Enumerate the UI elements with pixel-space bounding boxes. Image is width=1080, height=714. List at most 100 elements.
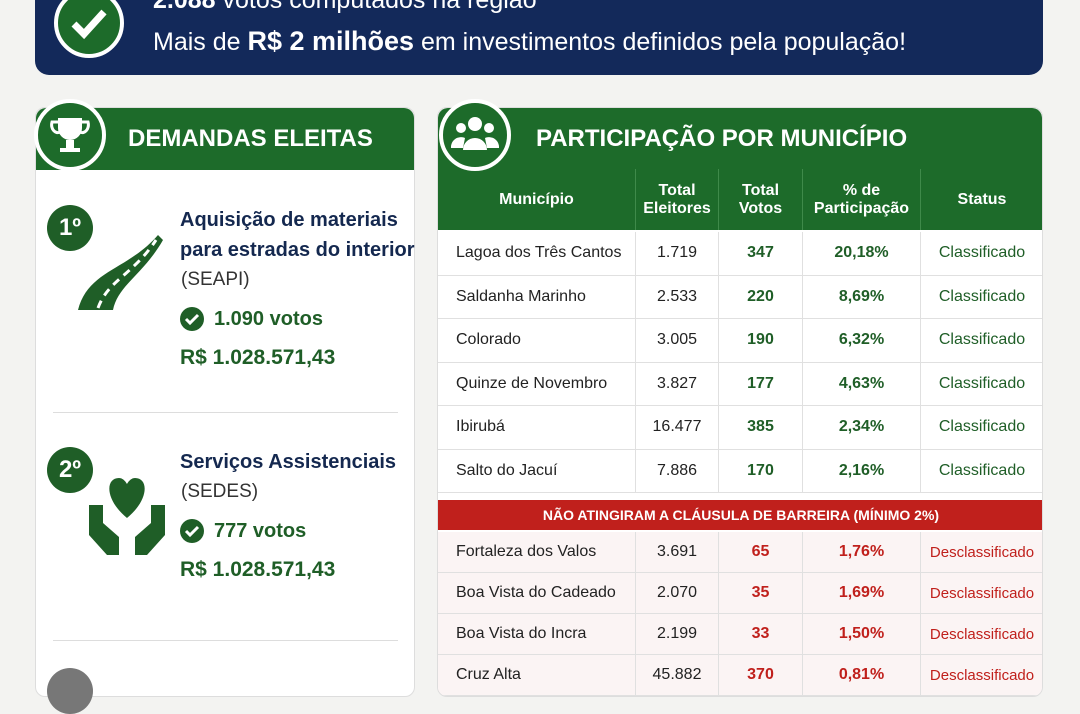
vote-check	[180, 307, 204, 331]
table-cell: 2.199	[636, 614, 719, 655]
rank-badge: 1º	[47, 205, 93, 251]
column-header-text: Participação	[813, 199, 910, 217]
table-cell: 35	[719, 573, 803, 614]
table-cell: Ibirubá	[438, 406, 636, 450]
table: Município Total Eleitores Total Votos% de Par…	[438, 169, 1042, 696]
column-header-text: % de	[842, 181, 881, 199]
table-cell: Salto do Jacuí	[438, 449, 636, 493]
table-cell: Classificado	[921, 276, 1042, 319]
table-cell: 1,50%	[803, 614, 921, 655]
table-cell: Saldanha Marinho	[438, 275, 636, 319]
people-icon	[439, 99, 511, 171]
table-row: Fortaleza dos Valos 3.691 65 1,76% Desclassi…	[438, 532, 1042, 573]
table-cell: 1.719	[636, 232, 719, 276]
table-cell: Classificado	[921, 450, 1042, 493]
column-header: Município	[438, 169, 636, 230]
table-header: Município Total Eleitores Total Votos% de Par…	[438, 169, 1042, 230]
column-header: % de Participação	[803, 169, 921, 230]
divider	[53, 412, 398, 413]
table-cell: Classificado	[921, 363, 1042, 406]
right-header: PARTICIPAÇÃO POR MUNICÍPIO	[438, 108, 1042, 169]
table-row: Salto do Jacuí 7.886 170 2,16% Classificado	[438, 449, 1042, 493]
table-cell: Cruz Alta	[438, 655, 636, 696]
table-cell: 2,16%	[803, 449, 921, 493]
table-cell: 347	[719, 232, 803, 276]
item-amount: R$ 1.028.571,43	[180, 346, 336, 369]
table-cell: 6,32%	[803, 319, 921, 363]
item-title: para estradas do interior	[180, 239, 415, 261]
table-cell: 3.827	[636, 362, 719, 406]
table-cell: Desclassificado	[921, 532, 1042, 573]
item-title: Aquisição de materiais	[180, 209, 398, 231]
table-cell: Desclassificado	[921, 614, 1042, 655]
road-icon	[78, 235, 163, 310]
column-header-text: Total	[658, 181, 696, 199]
left-title: DEMANDAS ELEITAS	[128, 125, 373, 152]
table-row: Colorado 3.005 190 6,32% Classificado	[438, 319, 1042, 363]
table-cell: 33	[719, 614, 803, 655]
column-header-text: Total	[741, 181, 780, 199]
table-cell: Boa Vista do Cadeado	[438, 573, 636, 614]
column-header-text: Votos	[738, 199, 783, 217]
divider	[53, 640, 398, 641]
table-cell: Desclassificado	[921, 573, 1042, 614]
table-cell: 20,18%	[803, 232, 921, 276]
table-row: Ibirubá 16.477 385 2,34% Classificado	[438, 406, 1042, 450]
table-cell: 8,69%	[803, 275, 921, 319]
table-cell: 1,69%	[803, 573, 921, 614]
banner-line2: Mais de R$ 2 milhões em investimentos de…	[153, 26, 907, 56]
table-cell: 7.886	[636, 449, 719, 493]
column-header-text: Status	[957, 190, 1007, 208]
table-cell: 220	[719, 275, 803, 319]
rank-badge: 2º	[47, 447, 93, 493]
barrier-banner: NÃO ATINGIRAM A CLÁUSULA DE BARREIRA (MÍ…	[438, 500, 1042, 530]
page: 2.088 votos computados na região Mais de…	[34, 0, 1043, 714]
column-header: Status	[921, 169, 1042, 230]
table-cell: 3.691	[636, 532, 719, 573]
table-cell: 3.005	[636, 319, 719, 363]
banner: 2.088 votos computados na região Mais de…	[35, 0, 1043, 75]
table-cell: 2,34%	[803, 406, 921, 450]
item-amount: R$ 1.028.571,43	[180, 558, 336, 581]
item-agency: (SEAPI)	[181, 269, 250, 290]
table-cell: 4,63%	[803, 362, 921, 406]
right-title: PARTICIPAÇÃO POR MUNICÍPIO	[536, 124, 908, 152]
trophy-icon	[34, 99, 106, 171]
table-cell: 177	[719, 362, 803, 406]
table-cell: 385	[719, 406, 803, 450]
table-cell: 0,81%	[803, 655, 921, 696]
table-cell: Desclassificado	[921, 655, 1042, 696]
table-cell: Classificado	[921, 406, 1042, 450]
table-cell: Classificado	[921, 319, 1042, 363]
care-icon	[89, 478, 165, 555]
table-cell: 190	[719, 319, 803, 363]
table-cell: 16.477	[636, 406, 719, 450]
table-row: Quinze de Novembro 3.827 177 4,63% Classific…	[438, 362, 1042, 406]
table-cell: 1,76%	[803, 532, 921, 573]
table-cell: Colorado	[438, 319, 636, 363]
table-row: Lagoa dos Três Cantos 1.719 347 20,18% Class…	[438, 232, 1042, 276]
item-votes: 777 votos	[214, 520, 307, 542]
item-title: Serviços Assistenciais	[180, 451, 397, 473]
banner-line1: 2.088 votos computados na região	[153, 0, 537, 14]
table-row: Boa Vista do Incra 2.199 33 1,50% Desclassif…	[438, 614, 1042, 655]
table-cell: 2.533	[636, 275, 719, 319]
right-panel: PARTICIPAÇÃO POR MUNICÍPIO Município Tota…	[437, 107, 1043, 697]
item-agency: (SEDES)	[181, 481, 259, 502]
table-cell: 170	[719, 449, 803, 493]
table-cell: 370	[719, 655, 803, 696]
column-header-text: Município	[499, 190, 574, 208]
vote-check	[180, 519, 204, 543]
table-cell: Fortaleza dos Valos	[438, 532, 636, 573]
table-row: Saldanha Marinho 2.533 220 8,69% Classificad…	[438, 275, 1042, 319]
column-header: Total Eleitores	[636, 169, 719, 230]
column-header-text: Eleitores	[643, 199, 711, 217]
column-header: Total Votos	[719, 169, 803, 230]
table-cell: Quinze de Novembro	[438, 362, 636, 406]
table-row: Boa Vista do Cadeado 2.070 35 1,69% Desclass…	[438, 573, 1042, 614]
left-panel: DEMANDAS ELEITAS	[35, 107, 415, 697]
table-cell: Boa Vista do Incra	[438, 614, 636, 655]
table-row: Cruz Alta 45.882 370 0,81% Desclassificado	[438, 655, 1042, 696]
table-cell: 2.070	[636, 573, 719, 614]
check-icon	[54, 0, 124, 58]
